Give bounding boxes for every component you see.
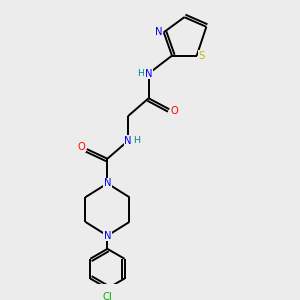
Text: S: S [199,51,205,61]
Text: O: O [77,142,85,152]
Text: H: H [137,69,144,78]
Text: N: N [155,27,163,37]
Text: N: N [124,136,132,146]
Text: Cl: Cl [103,292,112,300]
Text: N: N [145,68,152,79]
Text: N: N [104,231,111,241]
Text: H: H [133,136,140,146]
Text: O: O [171,106,178,116]
Text: N: N [104,178,111,188]
